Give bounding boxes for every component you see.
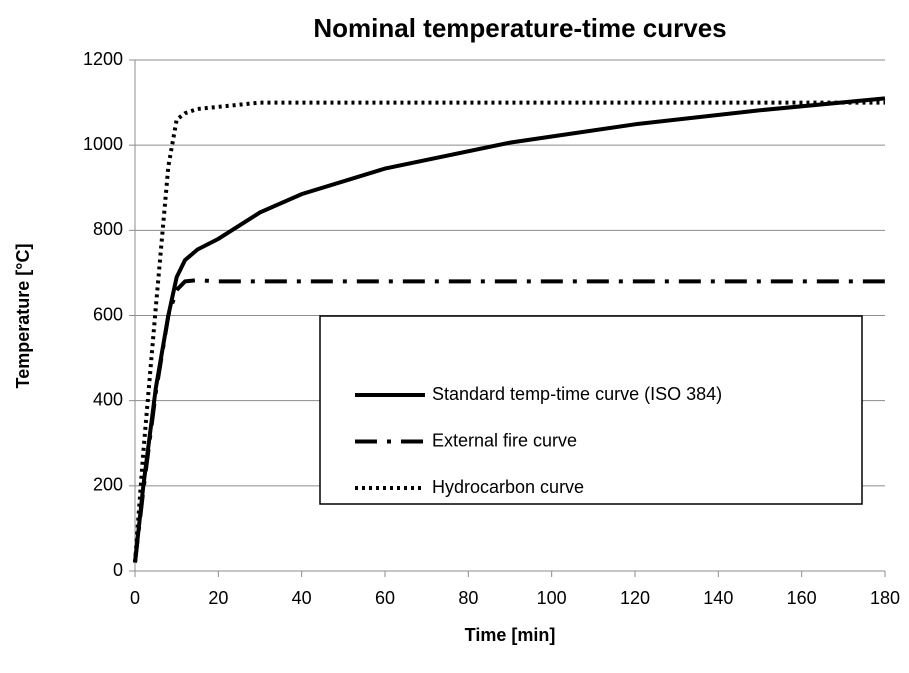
x-tick-label: 0 bbox=[130, 588, 140, 608]
legend-label: External fire curve bbox=[432, 430, 577, 450]
legend-box bbox=[319, 315, 863, 505]
y-tick-label: 200 bbox=[93, 475, 123, 495]
y-tick-label: 1200 bbox=[83, 49, 123, 69]
y-tick-label: 600 bbox=[93, 304, 123, 324]
series-line bbox=[133, 278, 885, 563]
x-tick-label: 100 bbox=[537, 588, 567, 608]
x-tick-label: 20 bbox=[208, 588, 228, 608]
legend-label: Hydrocarbon curve bbox=[432, 477, 584, 497]
y-tick-label: 800 bbox=[93, 219, 123, 239]
x-tick-label: 60 bbox=[375, 588, 395, 608]
y-tick-label: 0 bbox=[113, 560, 123, 580]
chart-title: Nominal temperature-time curves bbox=[313, 13, 726, 43]
y-tick-label: 400 bbox=[93, 389, 123, 409]
y-tick-label: 1000 bbox=[83, 134, 123, 154]
x-tick-label: 160 bbox=[787, 588, 817, 608]
x-tick-label: 120 bbox=[620, 588, 650, 608]
x-axis-title: Time [min] bbox=[465, 625, 556, 645]
legend-label: Standard temp-time curve (ISO 384) bbox=[432, 384, 722, 404]
x-tick-label: 80 bbox=[458, 588, 478, 608]
series-line bbox=[133, 100, 885, 563]
y-axis-title: Temperature [°C] bbox=[13, 244, 33, 389]
x-tick-label: 140 bbox=[703, 588, 733, 608]
x-tick-label: 180 bbox=[870, 588, 900, 608]
x-tick-label: 40 bbox=[292, 588, 312, 608]
